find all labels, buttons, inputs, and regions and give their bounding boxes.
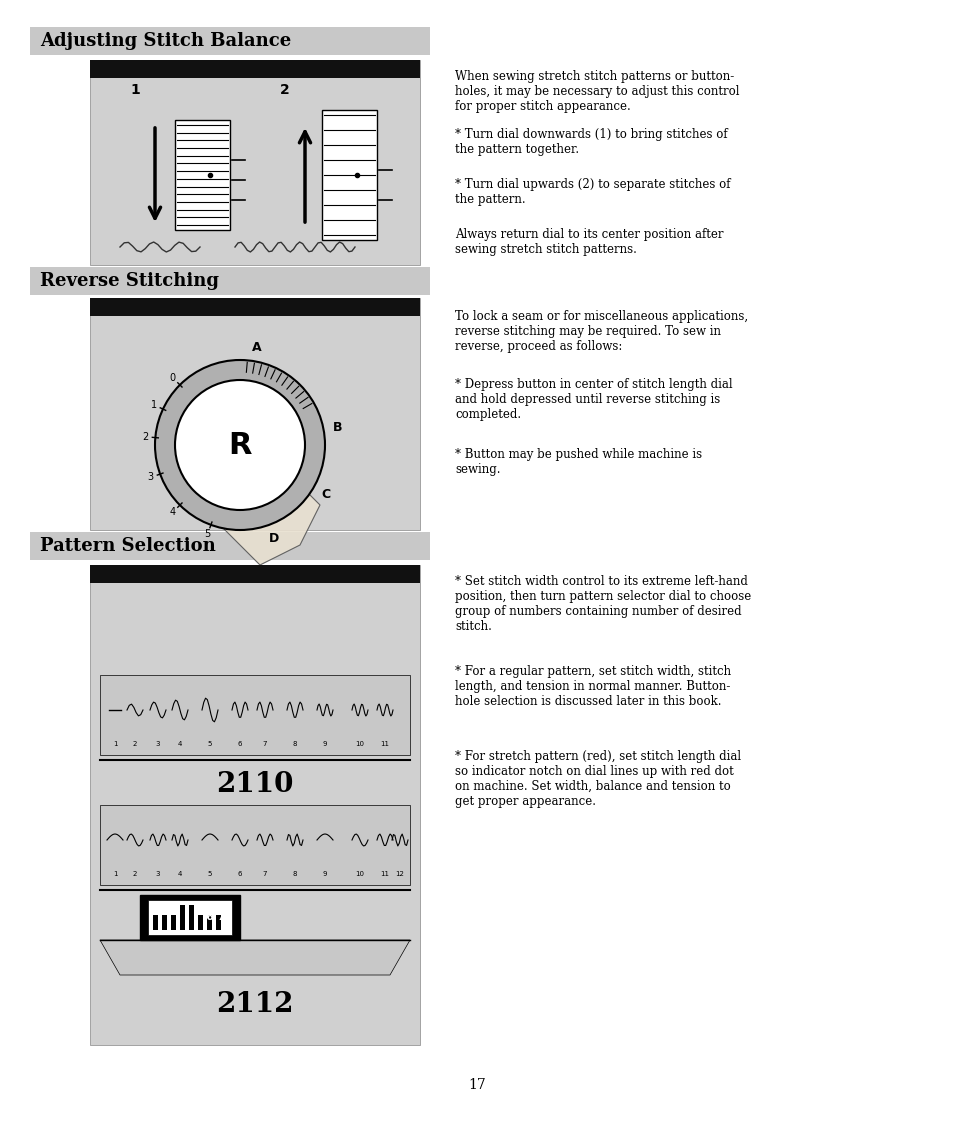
Bar [198,915,203,930]
Bar [322,110,376,239]
Bar [100,805,410,885]
Bar [215,915,221,930]
Bar [90,299,419,316]
Text: 5: 5 [204,529,211,539]
Text: 9: 9 [322,741,327,747]
Text: 3: 3 [155,741,160,747]
Text: 2: 2 [280,83,290,96]
Bar [30,27,430,54]
Text: 7: 7 [262,741,267,747]
Circle shape [154,360,325,530]
Bar [180,905,185,930]
Bar [90,60,419,78]
Bar [174,120,230,230]
Bar [30,532,430,560]
Text: B: B [333,421,342,435]
Bar [207,915,212,930]
Bar [140,896,240,940]
Text: 1: 1 [112,741,117,747]
Text: 3: 3 [148,472,153,482]
Polygon shape [210,476,319,565]
Bar [30,267,430,295]
Text: 11: 11 [380,741,389,747]
Text: * Turn dial downwards (1) to bring stitches of
the pattern together.: * Turn dial downwards (1) to bring stitc… [455,128,727,155]
Text: Reverse Stitching: Reverse Stitching [40,272,219,291]
Text: 6 7: 6 7 [206,913,226,922]
Polygon shape [100,940,410,975]
Text: 8: 8 [293,871,297,877]
Text: 0: 0 [170,372,175,382]
Text: 2: 2 [132,871,137,877]
Text: * For a regular pattern, set stitch width, stitch
length, and tension in normal : * For a regular pattern, set stitch widt… [455,665,730,708]
Text: 4: 4 [177,741,182,747]
Bar [171,915,175,930]
Text: 1: 1 [112,871,117,877]
Text: 11: 11 [380,871,389,877]
Text: 7: 7 [262,871,267,877]
Text: 2: 2 [142,431,149,442]
Text: 2112: 2112 [216,992,294,1018]
Text: 5: 5 [208,871,212,877]
Bar [90,60,419,264]
Text: When sewing stretch stitch patterns or button-
holes, it may be necessary to adj: When sewing stretch stitch patterns or b… [455,70,739,114]
Text: 1: 1 [130,83,140,96]
Text: 4: 4 [177,871,182,877]
Bar [90,565,419,583]
Text: 8: 8 [293,741,297,747]
Text: R: R [228,430,252,460]
Bar [90,565,419,1045]
Text: C: C [321,488,330,501]
Text: Adjusting Stitch Balance: Adjusting Stitch Balance [40,32,291,50]
Text: * Button may be pushed while machine is
sewing.: * Button may be pushed while machine is … [455,448,701,476]
Bar [90,299,419,530]
Text: A: A [253,340,262,354]
Text: 17: 17 [468,1078,485,1092]
Bar [189,905,193,930]
Text: * Set stitch width control to its extreme left-hand
position, then turn pattern : * Set stitch width control to its extrem… [455,575,750,633]
Bar [148,900,232,935]
Bar [100,675,410,755]
Text: 4: 4 [170,507,175,518]
Text: 1: 1 [151,400,157,410]
Bar [162,915,167,930]
Text: 5: 5 [208,741,212,747]
Bar [152,915,158,930]
Text: * Depress button in center of stitch length dial
and hold depressed until revers: * Depress button in center of stitch len… [455,378,732,421]
Text: D: D [269,531,278,545]
Circle shape [174,380,305,510]
Text: 10: 10 [355,741,364,747]
Text: To lock a seam or for miscellaneous applications,
reverse stitching may be requi: To lock a seam or for miscellaneous appl… [455,310,747,353]
Text: 6: 6 [237,741,242,747]
Text: 10: 10 [355,871,364,877]
Text: * For stretch pattern (red), set stitch length dial
so indicator notch on dial l: * For stretch pattern (red), set stitch … [455,750,740,808]
Text: 2: 2 [132,741,137,747]
Text: 9: 9 [322,871,327,877]
Text: 2110: 2110 [216,772,294,799]
Text: 3: 3 [155,871,160,877]
Text: 6: 6 [237,871,242,877]
Text: * Turn dial upwards (2) to separate stitches of
the pattern.: * Turn dial upwards (2) to separate stit… [455,178,730,205]
Text: 12: 12 [395,871,404,877]
Text: Always return dial to its center position after
sewing stretch stitch patterns.: Always return dial to its center positio… [455,228,722,257]
Text: Pattern Selection: Pattern Selection [40,537,215,555]
